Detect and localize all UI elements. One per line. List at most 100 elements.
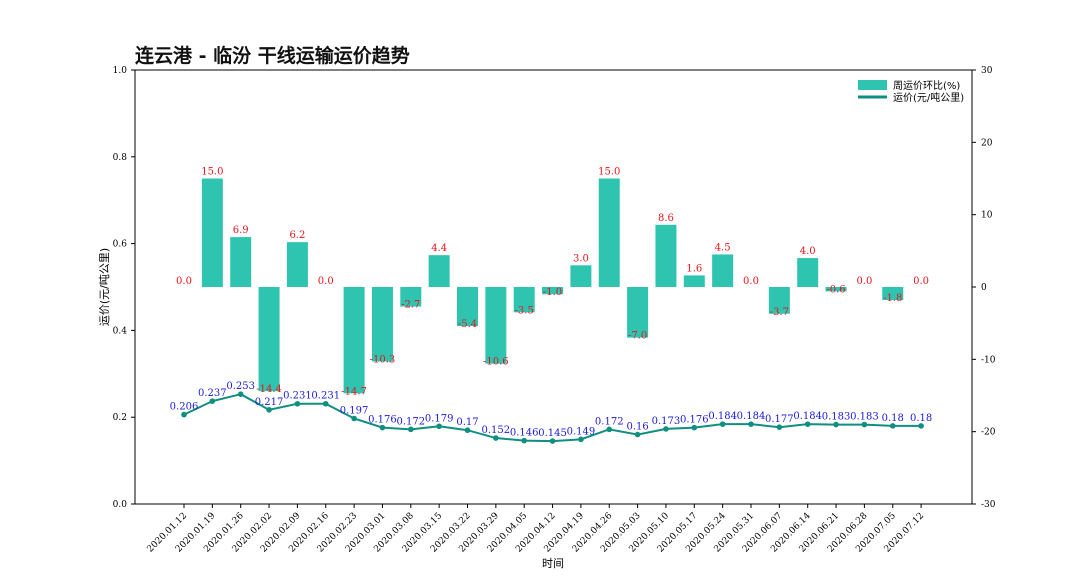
rate-value-label: 0.179 xyxy=(425,413,454,424)
rate-point xyxy=(748,421,754,427)
bar-value-label: 0.0 xyxy=(318,276,334,287)
bar-value-label: 0.0 xyxy=(176,276,192,287)
rate-value-label: 0.177 xyxy=(765,414,794,425)
bar xyxy=(570,265,592,287)
bar-value-label: 6.2 xyxy=(289,230,305,241)
x-axis-label: 时间 xyxy=(542,557,564,570)
bar-value-label: 15.0 xyxy=(201,167,223,178)
rate-point xyxy=(408,426,414,433)
y-left-tick-label: 0.0 xyxy=(113,500,128,510)
rate-value-label: 0.183 xyxy=(822,412,851,423)
rate-point xyxy=(889,423,896,429)
rate-point xyxy=(578,436,584,443)
bar-value-label: 1.6 xyxy=(686,263,702,274)
bar xyxy=(627,287,649,338)
rate-value-label: 0.18 xyxy=(910,413,932,424)
bar-value-label: -10.6 xyxy=(483,357,509,368)
rate-value-label: 0.217 xyxy=(255,397,284,408)
y-left-tick-label: 0.4 xyxy=(113,326,128,336)
bar xyxy=(655,224,677,287)
legend-bar-swatch xyxy=(858,80,887,90)
rate-value-label: 0.145 xyxy=(538,428,567,439)
y-right-tick-label: 0 xyxy=(981,283,987,293)
rate-value-label: 0.176 xyxy=(680,415,709,426)
rate-value-label: 0.206 xyxy=(170,402,199,413)
bar-value-label: -5.4 xyxy=(458,319,477,330)
rate-value-label: 0.176 xyxy=(368,415,397,426)
y-right-tick-label: -20 xyxy=(981,428,996,438)
rate-value-label: 0.149 xyxy=(567,426,596,437)
rate-point xyxy=(521,437,527,444)
bar-value-label: -1.0 xyxy=(543,287,562,298)
rate-point xyxy=(918,423,924,429)
bar xyxy=(286,242,308,287)
rate-point xyxy=(181,411,187,418)
rate-value-label: 0.197 xyxy=(340,406,369,417)
rate-value-label: 0.172 xyxy=(595,416,624,427)
bar xyxy=(825,287,847,292)
rate-point xyxy=(294,400,301,407)
rate-value-label: 0.16 xyxy=(626,422,648,433)
bar xyxy=(598,178,620,287)
rate-point xyxy=(776,424,783,430)
rate-value-label: 0.253 xyxy=(226,381,255,392)
rate-value-label: 0.146 xyxy=(510,428,539,439)
rate-value-label: 0.231 xyxy=(283,391,312,402)
rate-point xyxy=(322,400,329,407)
rate-point xyxy=(634,431,641,438)
legend: 周运价环比(%) 运价(元/吨公里) xyxy=(858,80,964,104)
y-right-tick-label: -30 xyxy=(981,500,996,510)
bar-value-label: 8.6 xyxy=(658,213,674,224)
bar-value-label: 4.4 xyxy=(431,243,447,254)
bar-value-label: -10.3 xyxy=(370,355,396,366)
plot-frame xyxy=(134,69,973,505)
rate-point xyxy=(209,398,216,404)
bar xyxy=(428,255,450,287)
y-left-tick-label: 0.8 xyxy=(113,153,128,163)
bar xyxy=(513,287,535,313)
bar-value-label: 6.9 xyxy=(233,225,249,236)
rate-value-label: 0.18 xyxy=(882,413,904,424)
rate-point xyxy=(436,423,442,430)
bar-value-label: 3.0 xyxy=(573,253,589,264)
bar-value-label: -7.0 xyxy=(628,331,647,342)
legend-line-label: 运价(元/吨公里) xyxy=(893,91,964,104)
rate-point xyxy=(351,415,357,422)
bar-value-label: -14.7 xyxy=(341,386,367,397)
rate-value-label: 0.172 xyxy=(396,416,425,427)
rate-point xyxy=(861,421,868,428)
bar xyxy=(400,287,422,307)
rate-point xyxy=(804,421,811,427)
bar xyxy=(457,287,478,327)
rate-value-label: 0.17 xyxy=(456,417,478,428)
bar-value-label: 4.5 xyxy=(715,242,731,253)
rate-value-label: 0.231 xyxy=(311,391,340,402)
bar xyxy=(230,237,252,287)
rate-point xyxy=(663,426,669,432)
y-right-tick-label: -10 xyxy=(981,355,996,365)
bar xyxy=(797,258,819,287)
bar-value-label: -3.7 xyxy=(770,307,789,318)
bar-value-label: -2.7 xyxy=(401,300,420,311)
y-right-tick-label: 10 xyxy=(981,211,993,221)
rate-point xyxy=(237,391,244,397)
rate-point xyxy=(493,435,499,441)
rate-value-label: 0.173 xyxy=(652,416,681,427)
bar xyxy=(201,178,223,287)
chart-title: 连云港 - 临汾 干线运输运价趋势 xyxy=(135,44,410,67)
rate-point xyxy=(464,427,471,434)
bar xyxy=(371,287,393,362)
y-right-tick-label: 20 xyxy=(981,138,993,148)
y-left-tick-label: 1.0 xyxy=(113,66,128,76)
bar-value-label: -1.8 xyxy=(883,293,902,304)
rate-point xyxy=(266,407,272,413)
bar xyxy=(882,287,904,301)
y-left-tick-label: 0.2 xyxy=(113,413,127,423)
rate-value-label: 0.237 xyxy=(198,388,227,399)
rate-value-label: 0.152 xyxy=(482,425,511,436)
bar xyxy=(712,254,734,287)
bar-value-label: -14.4 xyxy=(256,384,282,395)
rate-point xyxy=(691,424,698,431)
bar xyxy=(683,275,705,287)
